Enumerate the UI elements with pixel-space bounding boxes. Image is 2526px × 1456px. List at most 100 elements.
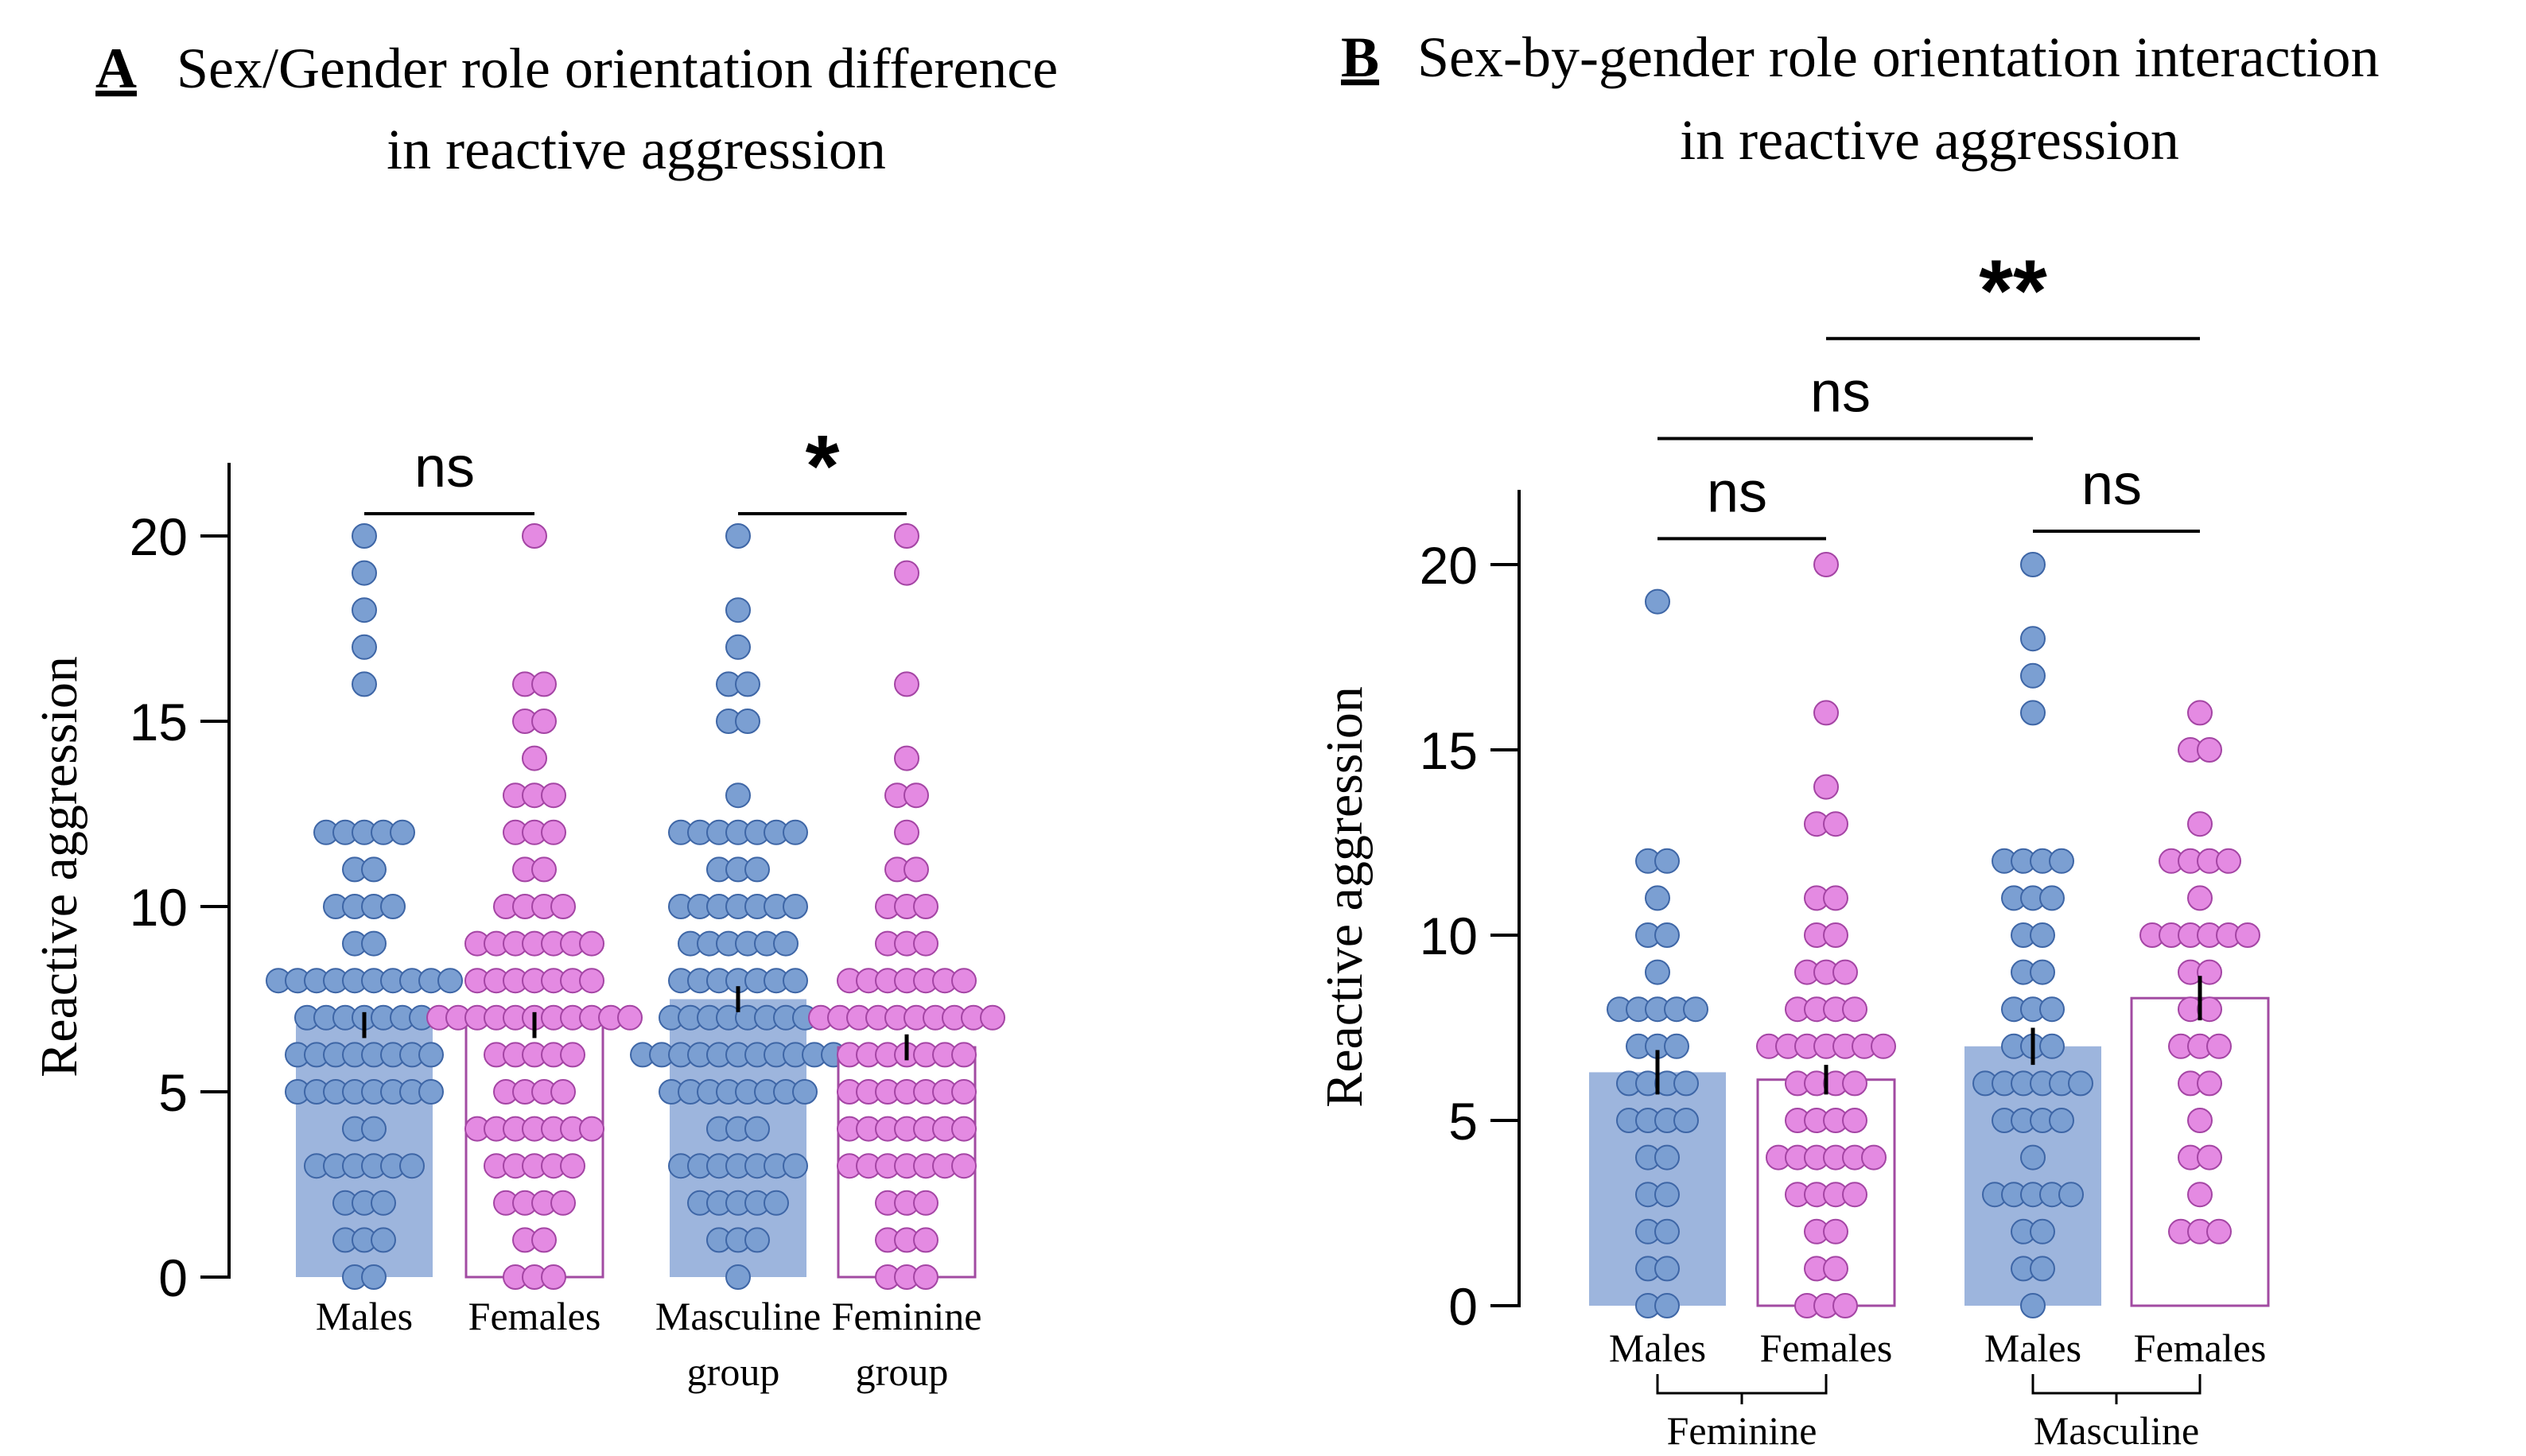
data-point [560,1153,585,1179]
data-point [2020,1293,2046,1318]
data-point [352,671,377,697]
data-point [1832,959,1858,985]
data-point [913,1190,939,1216]
significance-label: ns [414,436,475,499]
data-point [541,1264,566,1290]
data-point [531,856,557,883]
data-point [617,1004,643,1031]
data-point [399,1153,425,1179]
data-point [371,1190,396,1216]
panel-b-title-line1: Sex-by-gender role orientation interacti… [1417,25,2380,89]
y-tick-label: 5 [158,1063,188,1122]
data-point [522,745,547,771]
data-point [744,1116,770,1142]
data-point [1813,774,1839,800]
data-point [951,1116,977,1142]
y-tick-label: 5 [1448,1092,1478,1151]
data-point [1813,552,1839,577]
data-point [1813,700,1839,726]
data-point [2187,700,2213,726]
data-point [2049,1108,2074,1133]
data-point [2206,1033,2232,1059]
y-tick-label: 10 [130,878,188,937]
data-point [550,1079,576,1105]
data-point [550,894,576,919]
y-tick-label: 0 [1448,1277,1478,1336]
data-point [2187,811,2213,837]
data-point [2187,1108,2213,1133]
data-point [352,523,377,549]
data-point [1842,996,1867,1023]
data-point [783,894,808,919]
significance-label: ns [1707,460,1767,524]
data-point [531,1227,557,1253]
data-point [2197,1144,2222,1171]
data-point [951,1079,977,1105]
significance-label: * [806,417,840,515]
data-point [1664,1033,1689,1059]
data-point [1673,1108,1699,1133]
data-point [352,597,377,623]
data-point [894,671,919,697]
panel-a-chart: 0 5 10 15 20 Males Females Masculine group Femini… [130,417,1005,1394]
data-point [352,560,377,586]
data-point [2039,996,2065,1023]
data-point [980,1004,1005,1031]
data-point [1842,1108,1867,1133]
data-point [541,782,566,809]
data-point [2206,1218,2232,1244]
data-point [951,1153,977,1179]
data-point [735,709,760,734]
data-point [2187,1182,2213,1208]
data-point [894,523,919,549]
panel-b-ylabel: Reactive aggression [1315,686,1374,1108]
data-point [951,1042,977,1068]
data-point [2197,1070,2222,1097]
data-point [2235,922,2260,948]
data-point [2039,1033,2065,1059]
data-point [2020,626,2046,652]
data-point [744,1227,770,1253]
category-label: Males [1609,1326,1706,1370]
panel-a-ylabel: Reactive aggression [30,656,88,1077]
data-point [2020,1144,2046,1171]
data-point [1683,996,1708,1023]
data-point [735,671,760,697]
category-label-line2: group [856,1349,949,1394]
data-point [1654,1218,1680,1244]
category-label: Males [1984,1326,2081,1370]
data-point [904,782,929,809]
data-point [531,709,557,734]
data-point [579,968,604,994]
data-point [2197,996,2222,1023]
data-point [2020,662,2046,689]
data-point [783,968,808,994]
data-point [2068,1070,2093,1097]
y-tick-label: 20 [1420,536,1478,595]
data-point [1842,1182,1867,1208]
data-point [1645,588,1670,615]
data-point [783,1153,808,1179]
data-point [2197,737,2222,763]
data-point [1654,922,1680,948]
group-bracket [1656,1374,1828,1395]
data-point [390,819,415,845]
data-point [1823,1256,1848,1282]
data-point [764,1190,789,1216]
data-point [744,856,770,883]
category-label: Masculine [655,1294,821,1338]
panel-b-chart: 0 5 10 15 20 Males Females Males Females Feminine… [1420,243,2270,1453]
data-point [2030,922,2055,948]
data-point [894,560,919,586]
category-label-line2: group [687,1349,780,1394]
panel-b-title-line2: in reactive aggression [1680,108,2179,172]
significance-label: ns [1810,361,1871,425]
data-point [951,968,977,994]
data-point [1823,922,1848,948]
data-point [418,1079,444,1105]
data-point [1654,1182,1680,1208]
data-point [361,1116,387,1142]
category-label: Females [1760,1326,1893,1370]
panel-a-letter: A [95,37,137,100]
data-point [2197,959,2222,985]
